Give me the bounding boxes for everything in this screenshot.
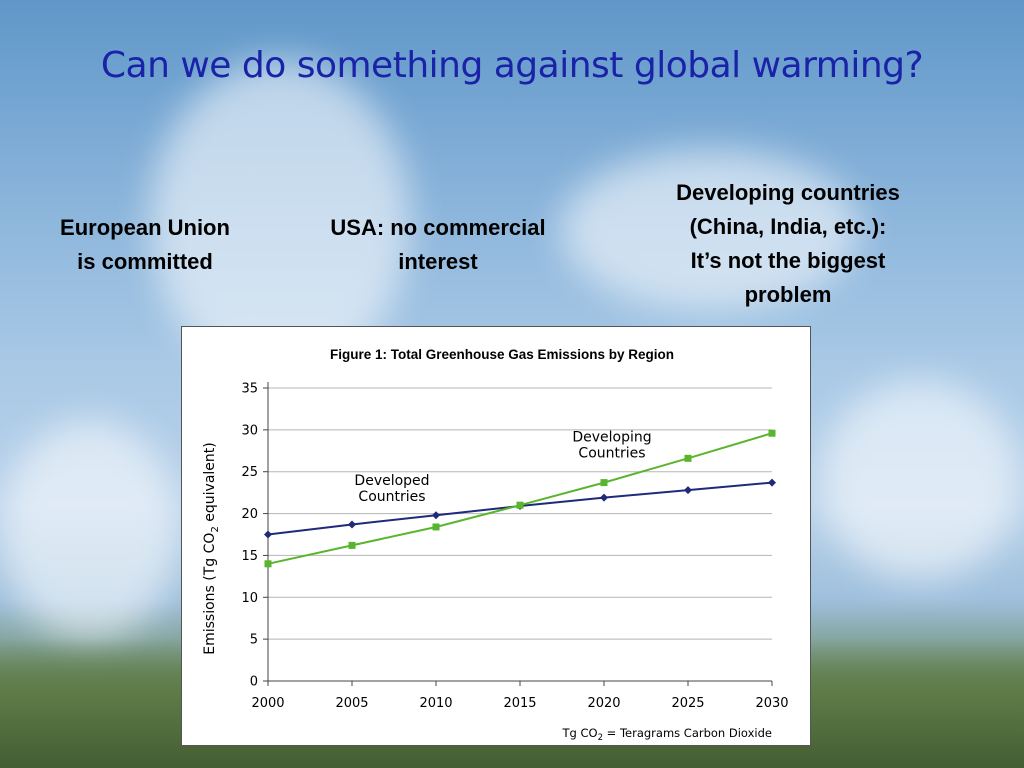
column-text-line: interest [398, 249, 478, 274]
x-tick-label: 2020 [587, 696, 620, 711]
annotation-developed: Developed [354, 473, 429, 489]
y-axis-label-subscript: 2 [210, 526, 221, 532]
column-text-line: (China, India, etc.): [689, 214, 887, 239]
y-tick-labels: 0 5 10 15 20 25 30 35 [241, 382, 258, 690]
emissions-chart: Figure 1: Total Greenhouse Gas Emissions… [202, 347, 789, 743]
column-text-line: USA: no commercial [330, 215, 546, 240]
data-point-developing [516, 501, 524, 509]
x-tick-label: 2030 [755, 696, 788, 711]
y-axis-label: Emissions (Tg CO2 equivalent) [202, 442, 221, 654]
data-point-developed [600, 493, 608, 502]
x-tick-label: 2015 [503, 696, 536, 711]
data-point-developed [768, 478, 776, 487]
x-tick-label: 2010 [419, 696, 452, 711]
footnote-part: Tg CO [562, 726, 598, 740]
column-developing-countries: Developing countries (China, India, etc.… [628, 176, 948, 312]
cloud-decoration [560, 150, 860, 310]
column-text-line: It’s not the biggest [690, 248, 886, 273]
y-axis-label-part: Emissions (Tg CO [202, 533, 218, 655]
data-point-developing [768, 429, 776, 437]
y-tick-label: 5 [250, 633, 258, 648]
footnote-subscript: 2 [598, 733, 603, 743]
data-point-developing [432, 523, 440, 531]
cloud-decoration [820, 380, 1020, 580]
annotation-developing: Developing [572, 430, 651, 446]
slide-title: Can we do something against global warmi… [100, 45, 924, 86]
y-axis-label-part: equivalent) [202, 442, 218, 526]
chart-footnote: Tg CO2 = Teragrams Carbon Dioxide [562, 726, 772, 743]
x-tick-label: 2005 [335, 696, 368, 711]
y-tick-label: 15 [241, 549, 258, 564]
data-point-developing [684, 454, 692, 462]
column-text-line: problem [744, 282, 832, 307]
chart-frame: Figure 1: Total Greenhouse Gas Emissions… [181, 326, 811, 746]
cloud-decoration [0, 420, 180, 640]
data-point-developed [264, 530, 272, 539]
x-tick-label: 2000 [251, 696, 284, 711]
chart-series [264, 429, 776, 568]
data-point-developing [600, 479, 608, 487]
y-tick-label: 20 [241, 507, 258, 522]
footnote-part: = Teragrams Carbon Dioxide [603, 726, 772, 740]
data-point-developed [348, 520, 356, 529]
chart-axes [263, 382, 773, 686]
footnote-text: Tg CO2 = Teragrams Carbon Dioxide [562, 726, 772, 743]
series-line-developing [267, 432, 773, 565]
data-point-developing [348, 541, 356, 549]
annotation-developing: Countries [578, 446, 645, 462]
y-tick-label: 25 [241, 465, 258, 480]
column-text-line: European Union [60, 215, 230, 240]
y-tick-label: 10 [241, 591, 258, 606]
y-tick-label: 35 [241, 382, 258, 397]
data-point-developing [264, 560, 272, 568]
x-tick-label: 2025 [671, 696, 704, 711]
column-text-line: is committed [77, 249, 213, 274]
data-point-developed [684, 486, 692, 495]
y-tick-label: 30 [241, 423, 258, 438]
column-usa: USA: no commercial interest [298, 211, 578, 279]
y-tick-label: 0 [250, 675, 258, 690]
column-european-union: European Union is committed [35, 211, 255, 279]
y-axis-label-text: Emissions (Tg CO2 equivalent) [202, 442, 221, 654]
column-text-line: Developing countries [676, 180, 900, 205]
x-tick-labels: 2000 2005 2010 2015 2020 2025 2030 [251, 696, 788, 711]
data-point-developed [432, 511, 440, 520]
chart-title: Figure 1: Total Greenhouse Gas Emissions… [330, 347, 674, 362]
annotation-developed: Countries [358, 489, 425, 505]
grid-lines [268, 387, 772, 640]
